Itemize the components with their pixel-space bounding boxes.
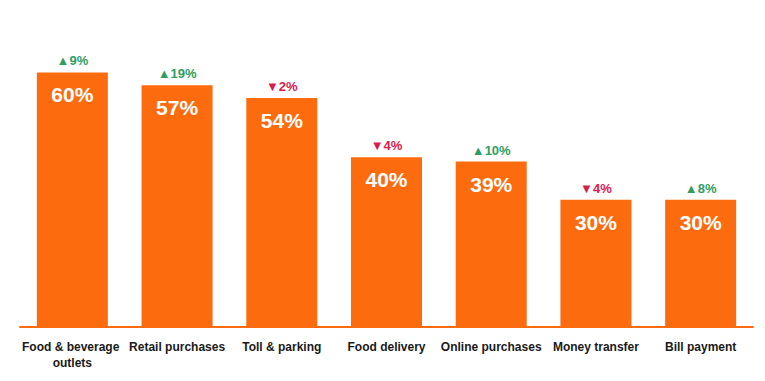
- svg-text:▼4%: ▼4%: [371, 138, 403, 153]
- svg-text:Retail purchases: Retail purchases: [129, 340, 225, 354]
- svg-text:54%: 54%: [261, 109, 303, 132]
- svg-text:▲10%: ▲10%: [472, 143, 511, 158]
- svg-text:Toll & parking: Toll & parking: [242, 340, 321, 354]
- svg-text:Money transfer: Money transfer: [553, 340, 639, 354]
- svg-text:57%: 57%: [156, 96, 198, 119]
- svg-text:39%: 39%: [470, 173, 512, 196]
- svg-text:40%: 40%: [365, 168, 407, 191]
- svg-text:Food delivery: Food delivery: [347, 340, 425, 354]
- svg-text:▲8%: ▲8%: [685, 181, 717, 196]
- svg-text:▲9%: ▲9%: [57, 53, 89, 68]
- svg-text:▼2%: ▼2%: [266, 79, 298, 94]
- svg-text:▲19%: ▲19%: [158, 66, 197, 81]
- svg-text:▼4%: ▼4%: [580, 181, 612, 196]
- svg-text:30%: 30%: [575, 211, 617, 234]
- svg-text:30%: 30%: [680, 211, 722, 234]
- svg-text:Food & beverage: Food & beverage: [22, 340, 123, 354]
- svg-text:Online purchases: Online purchases: [441, 340, 542, 354]
- svg-text:Bill payment: Bill payment: [665, 340, 736, 354]
- svg-text:60%: 60%: [51, 83, 93, 106]
- svg-text:outlets: outlets: [53, 356, 93, 370]
